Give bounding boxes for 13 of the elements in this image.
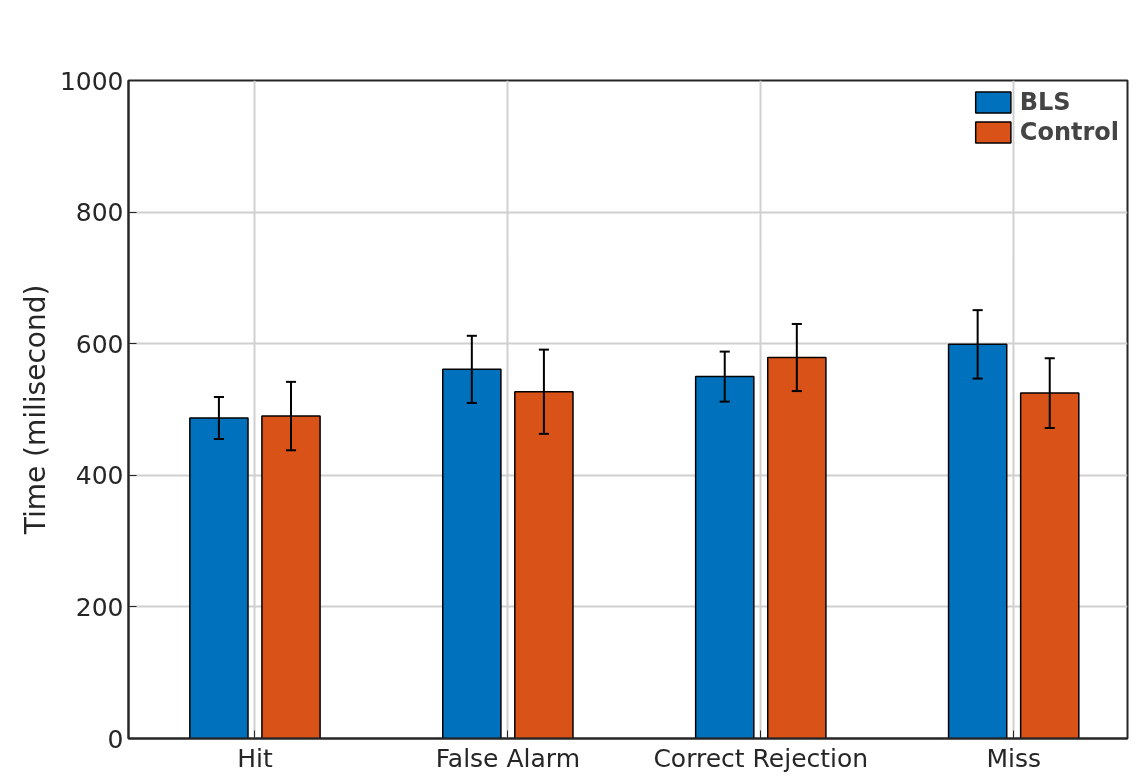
y-axis-title: Time (milisecond) <box>18 284 52 536</box>
y-tick-label: 600 <box>75 329 124 359</box>
y-tick-label: 400 <box>75 461 124 491</box>
x-tick-label: Correct Rejection <box>653 743 869 773</box>
y-tick-label: 1000 <box>59 66 124 96</box>
y-tick-label: 200 <box>75 592 124 622</box>
y-tick-label: 0 <box>107 724 124 754</box>
x-tick-label: False Alarm <box>435 743 580 773</box>
legend-label: Control <box>1019 118 1119 146</box>
x-tick-label: Miss <box>986 743 1041 773</box>
legend-label: BLS <box>1019 88 1071 116</box>
x-tick-label: Hit <box>237 743 273 773</box>
y-tick-label: 800 <box>75 198 124 228</box>
